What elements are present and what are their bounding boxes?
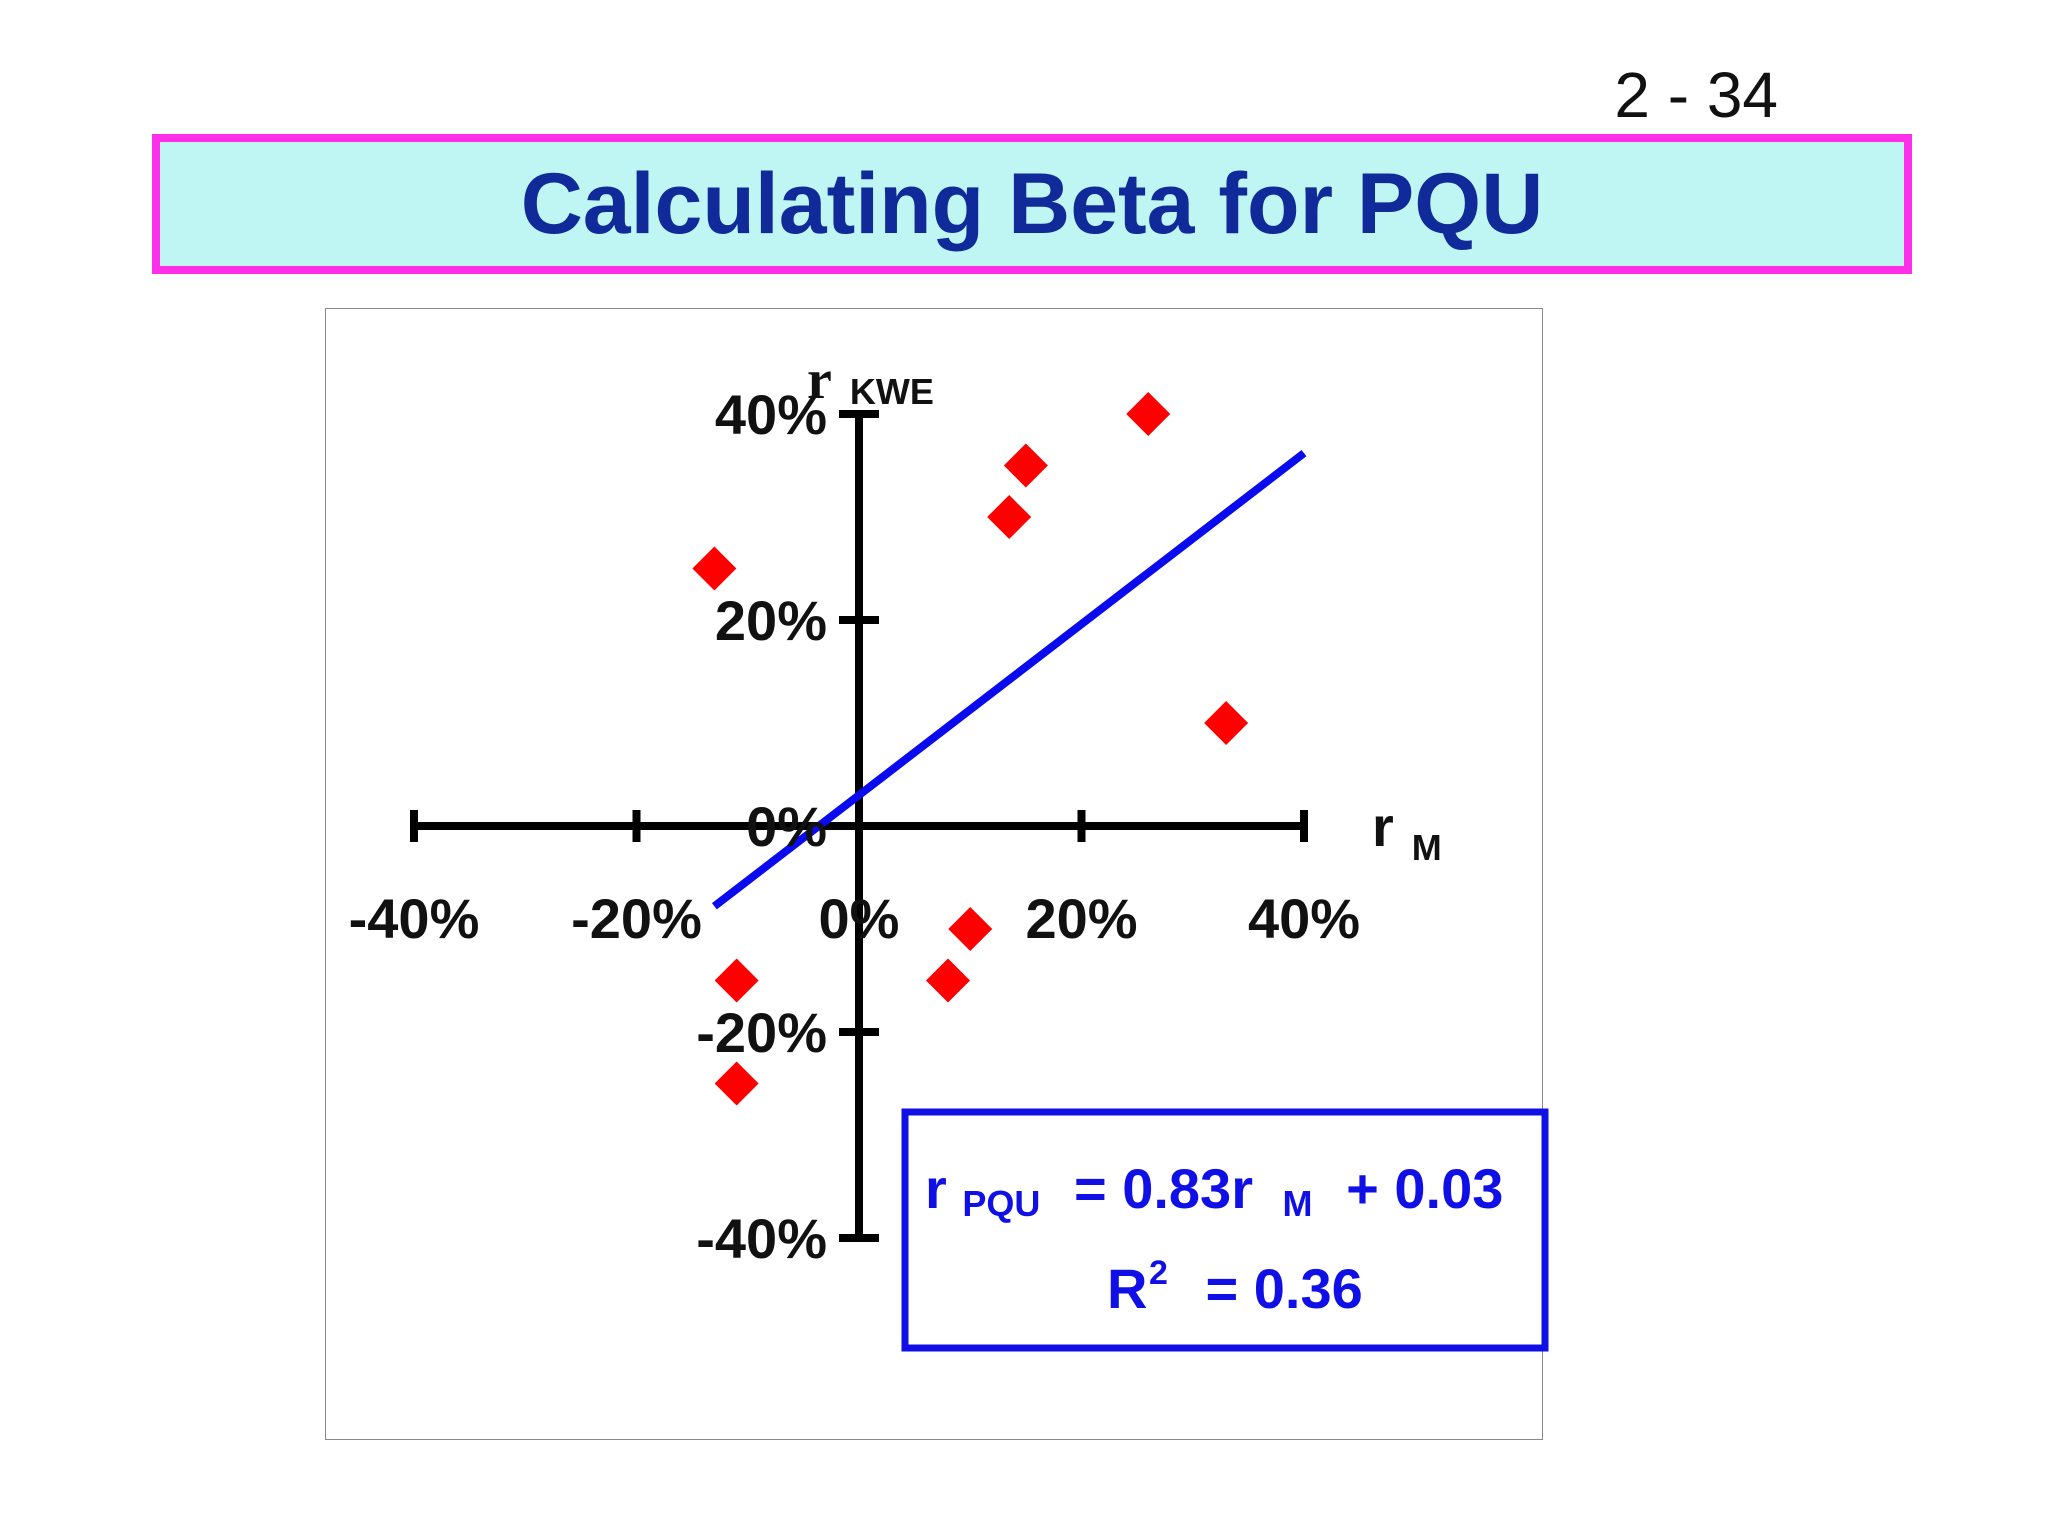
equation-sub-pqu: PQU bbox=[962, 1183, 1040, 1224]
slide-number: 2 - 34 bbox=[1614, 59, 1778, 131]
x-tick-label: 40% bbox=[1248, 887, 1360, 950]
y-tick-label: -40% bbox=[696, 1207, 827, 1270]
r-squared-r: R bbox=[1107, 1257, 1147, 1320]
x-tick-label: -40% bbox=[349, 887, 480, 950]
regression-line bbox=[711, 449, 1307, 910]
equation-sub-m: M bbox=[1283, 1183, 1313, 1224]
y-tick-label: 0% bbox=[746, 795, 827, 858]
equation-box: r PQU = 0.83r M + 0.03 R 2 = 0.36 bbox=[901, 1108, 1549, 1352]
data-point bbox=[1126, 392, 1171, 436]
data-point bbox=[926, 958, 970, 1003]
y-axis-title: r KWE bbox=[807, 349, 934, 412]
y-tick-label: -20% bbox=[696, 1001, 827, 1064]
r-squared-sup: 2 bbox=[1149, 1254, 1168, 1292]
y-tick-label: 20% bbox=[715, 589, 827, 652]
x-tick-label: -20% bbox=[571, 887, 702, 950]
equation-r: r bbox=[925, 1157, 947, 1220]
equation-mid: = 0.83r bbox=[1074, 1157, 1253, 1220]
x-tick-label: 20% bbox=[1025, 887, 1137, 950]
regression-layer bbox=[711, 449, 1307, 910]
equation-line: r PQU = 0.83r M + 0.03 bbox=[925, 1157, 1503, 1228]
slide-title: Calculating Beta for PQU bbox=[520, 155, 1544, 252]
axes-group bbox=[410, 410, 1308, 1242]
data-point bbox=[1204, 701, 1249, 745]
equation-tail: + 0.03 bbox=[1346, 1157, 1503, 1220]
data-point bbox=[714, 1061, 759, 1106]
r-squared-line: R 2 = 0.36 bbox=[1107, 1233, 1363, 1320]
points-layer bbox=[692, 392, 1249, 1106]
data-point bbox=[692, 546, 737, 591]
r-squared-tail: = 0.36 bbox=[1206, 1257, 1363, 1320]
y-tick-label: 40% bbox=[715, 383, 827, 446]
title-banner: Calculating Beta for PQU bbox=[152, 134, 1912, 274]
equation-box-border bbox=[901, 1108, 1549, 1352]
data-point bbox=[987, 495, 1032, 539]
x-tick-label: 0% bbox=[819, 887, 900, 950]
data-point bbox=[714, 958, 759, 1003]
data-point bbox=[1003, 443, 1048, 488]
data-point bbox=[948, 907, 993, 951]
